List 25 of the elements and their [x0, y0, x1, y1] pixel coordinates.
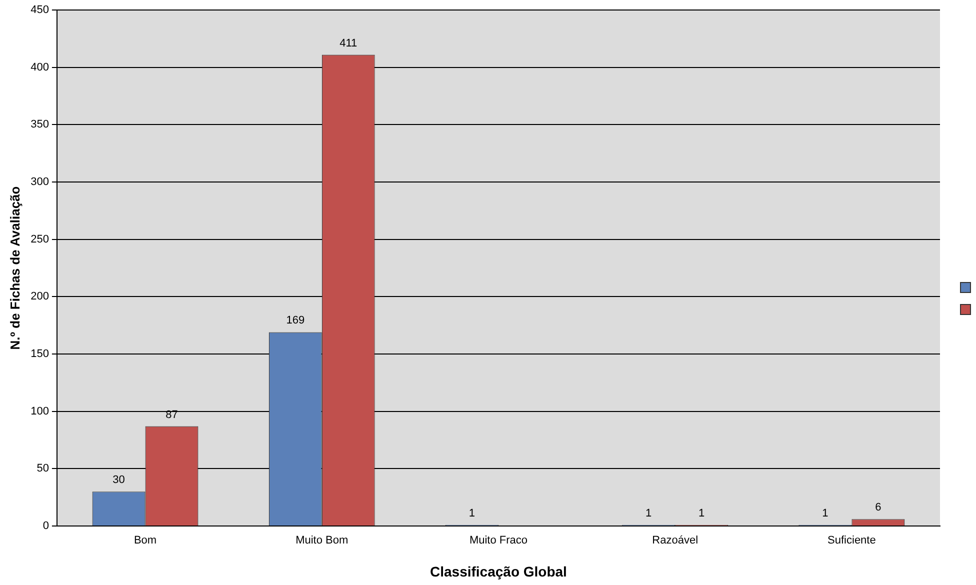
y-tick-label: 50: [36, 462, 49, 475]
data-label: 1: [468, 507, 476, 520]
y-tick-label: 100: [30, 405, 49, 418]
y-tick-label: 250: [30, 233, 49, 246]
data-label: 169: [286, 314, 305, 327]
y-tick-label: 0: [42, 520, 49, 532]
y-tick-label: 150: [30, 348, 49, 360]
x-axis-title: Classificação Global: [430, 563, 567, 580]
x-tick-label: Muito Bom: [296, 534, 348, 547]
data-label: 411: [340, 37, 358, 50]
y-tick-label: 200: [30, 290, 49, 303]
data-label: 30: [112, 474, 125, 486]
x-tick-label: Razoável: [652, 534, 698, 547]
y-tick-label: 400: [30, 61, 49, 74]
data-label: 1: [646, 507, 652, 520]
data-label: 6: [875, 502, 882, 514]
x-tick-label: Muito Fraco: [469, 534, 528, 547]
data-label: 1: [822, 507, 828, 520]
x-tick-label: Bom: [134, 534, 157, 547]
y-axis-title: N.º de Fichas de Avaliação: [7, 186, 22, 350]
data-label: 1: [698, 507, 705, 520]
x-tick-label: Suficiente: [828, 534, 876, 547]
y-tick-label: 350: [30, 118, 49, 131]
y-tick-label: 300: [30, 176, 49, 188]
y-tick-label: 450: [30, 4, 49, 16]
